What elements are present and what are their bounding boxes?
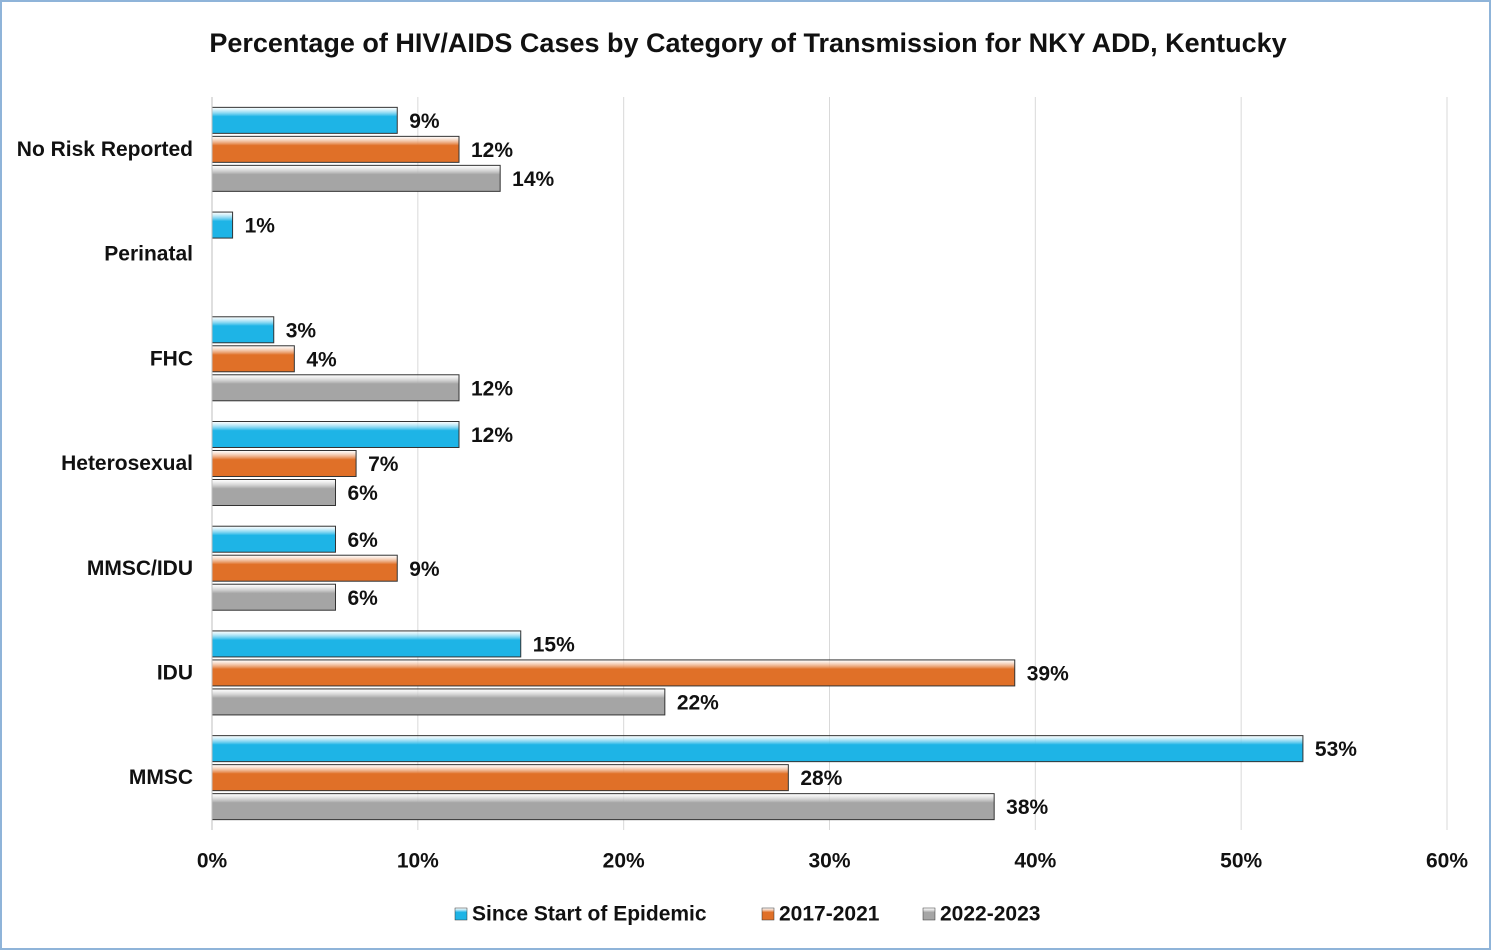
bar: [211, 450, 357, 477]
bar: [211, 106, 398, 134]
bar: [211, 583, 336, 611]
bar: [211, 793, 995, 821]
y-tick-label: IDU: [157, 661, 193, 684]
y-tick-label: FHC: [150, 347, 193, 370]
bar: [211, 554, 398, 582]
data-label: 12%: [471, 139, 513, 162]
data-label: 15%: [533, 633, 575, 656]
legend-swatch: [454, 907, 468, 921]
legend-swatch: [922, 907, 936, 921]
bar: [211, 164, 501, 192]
data-label: 1%: [245, 215, 276, 238]
bar: [211, 659, 1016, 687]
data-label: 9%: [409, 558, 440, 581]
data-label: 6%: [348, 587, 379, 610]
x-tick-label: 60%: [1426, 850, 1468, 873]
bar: [211, 630, 522, 658]
data-label: 22%: [677, 691, 719, 714]
data-label: 4%: [306, 348, 337, 371]
data-label: 12%: [471, 377, 513, 400]
data-label: 28%: [800, 767, 842, 790]
bar: [211, 316, 275, 344]
bar: [211, 764, 789, 792]
x-tick-label: 20%: [603, 850, 645, 873]
chart-title: Percentage of HIV/AIDS Cases by Category…: [209, 28, 1286, 58]
bar: [211, 374, 460, 402]
x-tick-label: 30%: [808, 850, 850, 873]
data-label: 9%: [409, 110, 440, 133]
bar: [211, 525, 336, 553]
bar: [211, 345, 295, 373]
data-label: 3%: [286, 319, 317, 342]
bar: [211, 688, 666, 716]
data-label: 53%: [1315, 738, 1357, 761]
y-tick-label: No Risk Reported: [17, 138, 193, 161]
data-label: 14%: [512, 168, 554, 191]
legend-label: 2022-2023: [940, 903, 1040, 926]
data-label: 12%: [471, 424, 513, 447]
legend-swatch: [761, 907, 775, 921]
data-label: 38%: [1006, 796, 1048, 819]
data-label: 39%: [1027, 662, 1069, 685]
y-tick-label: Heterosexual: [61, 452, 193, 475]
bar: [211, 135, 460, 163]
bar: [211, 211, 234, 239]
x-tick-label: 10%: [397, 850, 439, 873]
x-tick-label: 40%: [1014, 850, 1056, 873]
data-label: 7%: [368, 453, 399, 476]
y-tick-label: MMSC/IDU: [87, 557, 193, 580]
legend-label: Since Start of Epidemic: [472, 903, 707, 926]
y-tick-label: Perinatal: [104, 243, 193, 266]
bar: [211, 421, 460, 448]
y-tick-label: MMSC: [129, 766, 193, 789]
bar: [211, 735, 1304, 763]
legend-label: 2017-2021: [779, 903, 880, 926]
data-label: 6%: [348, 529, 379, 552]
x-tick-label: 50%: [1220, 850, 1262, 873]
x-tick-label: 0%: [197, 850, 228, 873]
bar: [211, 479, 336, 506]
data-label: 6%: [348, 482, 379, 505]
